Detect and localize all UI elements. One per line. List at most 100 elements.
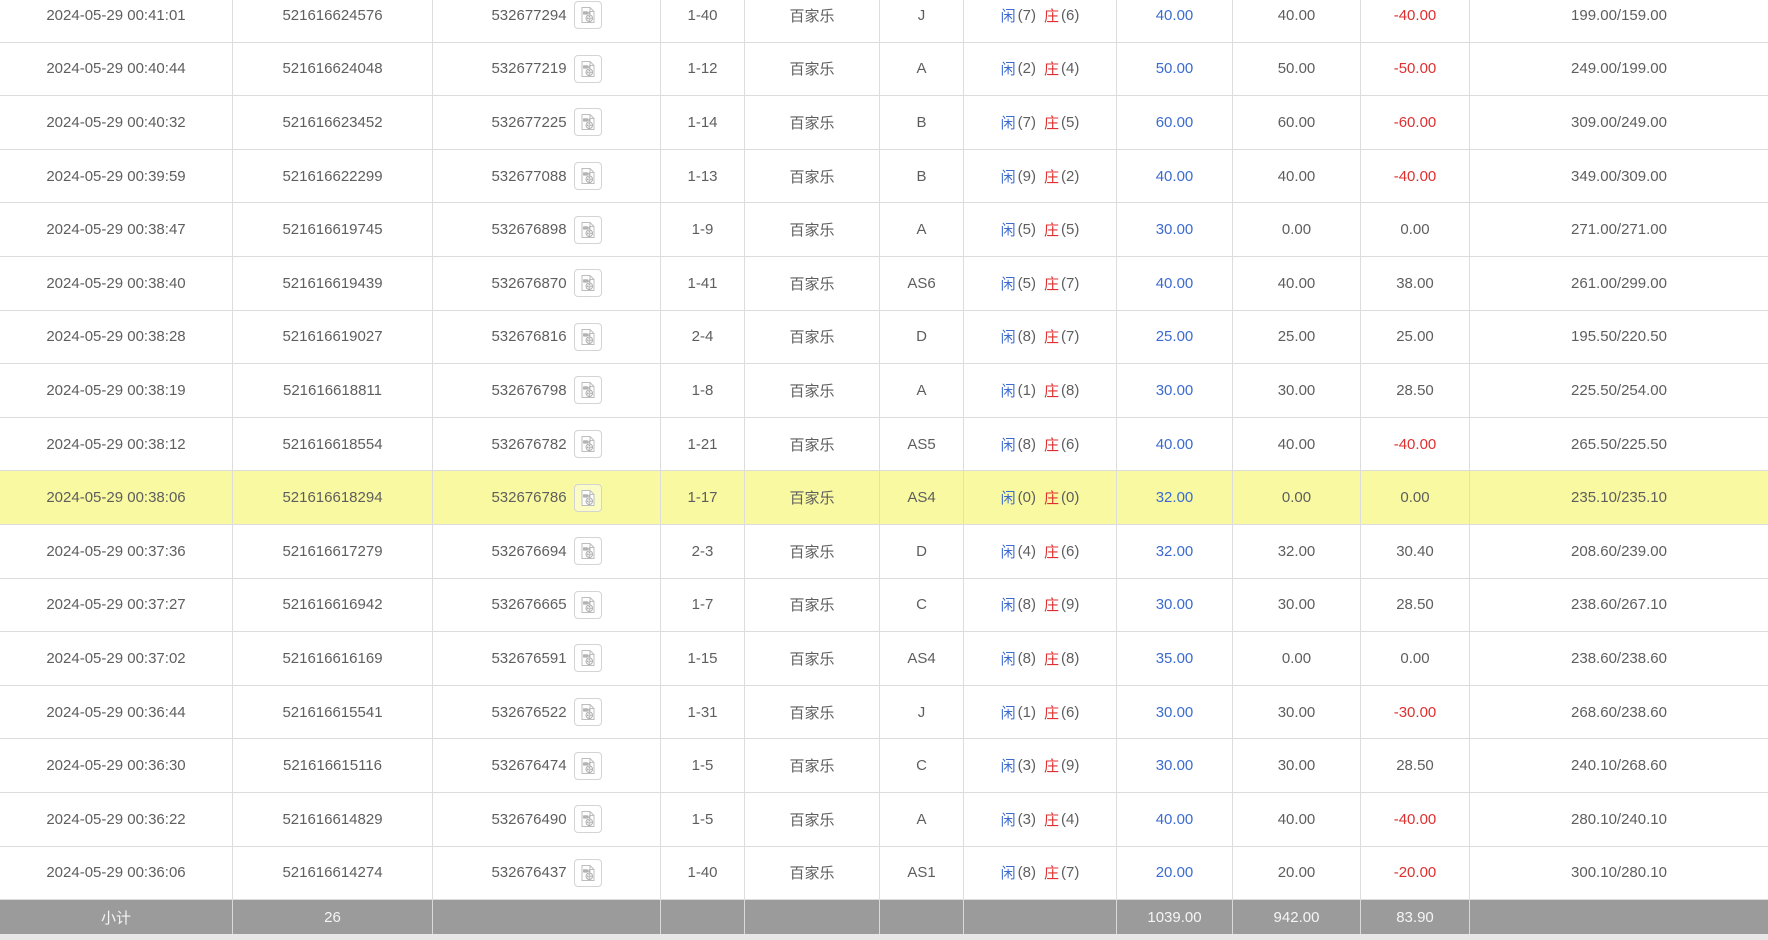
balance-cell: 238.60/238.60: [1470, 632, 1768, 685]
video-record-icon: [579, 60, 597, 78]
game-replay-button[interactable]: [573, 108, 602, 137]
seat-cell: B: [880, 96, 964, 149]
game-replay-button[interactable]: [573, 1, 602, 30]
seat-cell: A: [880, 792, 964, 846]
table-row[interactable]: 2024-05-29 00:36:06 521616614274 5326764…: [0, 846, 1768, 900]
table-row[interactable]: 2024-05-29 00:38:47 521616619745 5326768…: [0, 203, 1768, 257]
video-record-icon: [579, 810, 597, 828]
game-number-cell: 532676474: [433, 739, 661, 792]
scrollbar-track[interactable]: [0, 934, 1768, 940]
table-row[interactable]: 2024-05-29 00:40:32 521616623452 5326772…: [0, 96, 1768, 150]
seat-cell: D: [880, 310, 964, 364]
bet-amount: 32.00: [1155, 489, 1194, 507]
game-type-cell: 百家乐: [745, 310, 880, 364]
win-loss-cell: 28.50: [1361, 739, 1470, 792]
game-replay-button[interactable]: [573, 162, 602, 191]
balance: 265.50/225.50: [1571, 435, 1667, 453]
game-replay-button[interactable]: [573, 376, 602, 405]
banker-label: 庄: [1044, 597, 1060, 615]
table-rows: 2024-05-29 00:41:01 521616624576 5326772…: [0, 0, 1768, 900]
table-row[interactable]: 2024-05-29 00:38:40 521616619439 5326768…: [0, 256, 1768, 311]
game-result-cell: 闲 (1) 庄 (6): [964, 685, 1117, 739]
order-number: 521616617279: [282, 542, 383, 560]
game-type-cell: 百家乐: [745, 524, 880, 578]
game-replay-button[interactable]: [573, 54, 602, 83]
table-row[interactable]: 2024-05-29 00:38:19 521616618811 5326767…: [0, 364, 1768, 418]
game-number: 532676870: [491, 274, 567, 292]
table-row[interactable]: 2024-05-29 00:39:59 521616622299 5326770…: [0, 149, 1768, 204]
game-replay-button[interactable]: [573, 644, 602, 673]
win-loss: -20.00: [1393, 864, 1437, 882]
video-record-icon: [579, 113, 597, 131]
balance: 235.10/235.10: [1571, 489, 1667, 507]
bet-time-cell: 2024-05-29 00:36:06: [0, 846, 233, 900]
order-number-cell: 521616616169: [233, 632, 433, 685]
table-row[interactable]: 2024-05-29 00:40:44 521616624048 5326772…: [0, 42, 1768, 97]
bet-time-cell: 2024-05-29 00:37:02: [0, 632, 233, 685]
game-replay-button[interactable]: [573, 858, 602, 887]
player-points: (7): [1017, 113, 1036, 131]
game-type-cell: 百家乐: [745, 685, 880, 739]
table-row[interactable]: 2024-05-29 00:37:36 521616617279 5326766…: [0, 524, 1768, 579]
game-replay-button[interactable]: [573, 483, 602, 512]
seat-cell: A: [880, 203, 964, 256]
banker-label: 庄: [1044, 811, 1060, 829]
game-number-cell: 532676870: [433, 256, 661, 310]
table-number-cell: 1-17: [661, 471, 745, 524]
game-replay-button[interactable]: [573, 751, 602, 780]
banker-points: (9): [1061, 757, 1080, 775]
player-points: (0): [1017, 489, 1036, 507]
valid-bet: 40.00: [1277, 6, 1316, 24]
balance-cell: 261.00/299.00: [1470, 257, 1768, 310]
game-replay-button[interactable]: [573, 537, 602, 566]
game-replay-button[interactable]: [573, 215, 602, 244]
table-row[interactable]: 2024-05-29 00:37:02 521616616169 5326765…: [0, 632, 1768, 686]
order-number-cell: 521616624048: [233, 42, 433, 96]
table-row[interactable]: 2024-05-29 00:37:27 521616616942 5326766…: [0, 578, 1768, 633]
banker-points: (5): [1061, 113, 1080, 131]
bet-time-cell: 2024-05-29 00:37:27: [0, 578, 233, 632]
order-number-cell: 521616615541: [233, 685, 433, 739]
seat-cell: AS6: [880, 256, 964, 310]
player-points: (5): [1017, 274, 1036, 292]
game-replay-button[interactable]: [573, 590, 602, 619]
banker-points: (6): [1061, 435, 1080, 453]
subtotal-empty-cell: [1470, 900, 1768, 934]
bet-time: 2024-05-29 00:38:28: [46, 328, 186, 346]
win-loss-cell: 38.00: [1361, 256, 1470, 310]
player-points: (3): [1017, 757, 1036, 775]
table-row[interactable]: 2024-05-29 00:38:28 521616619027 5326768…: [0, 310, 1768, 365]
table-row[interactable]: 2024-05-29 00:38:06 521616618294 5326767…: [0, 471, 1768, 525]
game-type: 百家乐: [789, 436, 835, 454]
valid-bet: 25.00: [1277, 328, 1316, 346]
bet-amount: 20.00: [1155, 864, 1194, 882]
game-type: 百家乐: [789, 114, 835, 132]
seat-cell: A: [880, 364, 964, 417]
game-type: 百家乐: [789, 704, 835, 722]
game-type-cell: 百家乐: [745, 364, 880, 417]
game-type-cell: 百家乐: [745, 256, 880, 310]
bet-amount: 32.00: [1155, 542, 1194, 560]
game-replay-button[interactable]: [573, 322, 602, 351]
game-type-cell: 百家乐: [745, 846, 880, 900]
table-row[interactable]: 2024-05-29 00:41:01 521616624576 5326772…: [0, 0, 1768, 43]
table-row[interactable]: 2024-05-29 00:36:44 521616615541 5326765…: [0, 685, 1768, 740]
table-row[interactable]: 2024-05-29 00:36:22 521616614829 5326764…: [0, 792, 1768, 847]
game-replay-button[interactable]: [573, 698, 602, 727]
seat-label: AS5: [907, 435, 936, 453]
game-replay-button[interactable]: [573, 430, 602, 459]
order-number-cell: 521616619439: [233, 256, 433, 310]
win-loss: -60.00: [1393, 113, 1437, 131]
balance-cell: 349.00/309.00: [1470, 150, 1768, 203]
table-row[interactable]: 2024-05-29 00:36:30 521616615116 5326764…: [0, 739, 1768, 793]
valid-bet: 60.00: [1277, 113, 1316, 131]
game-replay-button[interactable]: [573, 805, 602, 834]
table-number-cell: 1-40: [661, 0, 745, 42]
player-points: (8): [1017, 435, 1036, 453]
seat-cell: AS1: [880, 846, 964, 900]
valid-bet: 30.00: [1277, 703, 1316, 721]
bet-amount-cell: 35.00: [1117, 632, 1233, 685]
table-row[interactable]: 2024-05-29 00:38:12 521616618554 5326767…: [0, 417, 1768, 472]
bet-time: 2024-05-29 00:36:06: [46, 864, 186, 882]
game-replay-button[interactable]: [573, 269, 602, 298]
